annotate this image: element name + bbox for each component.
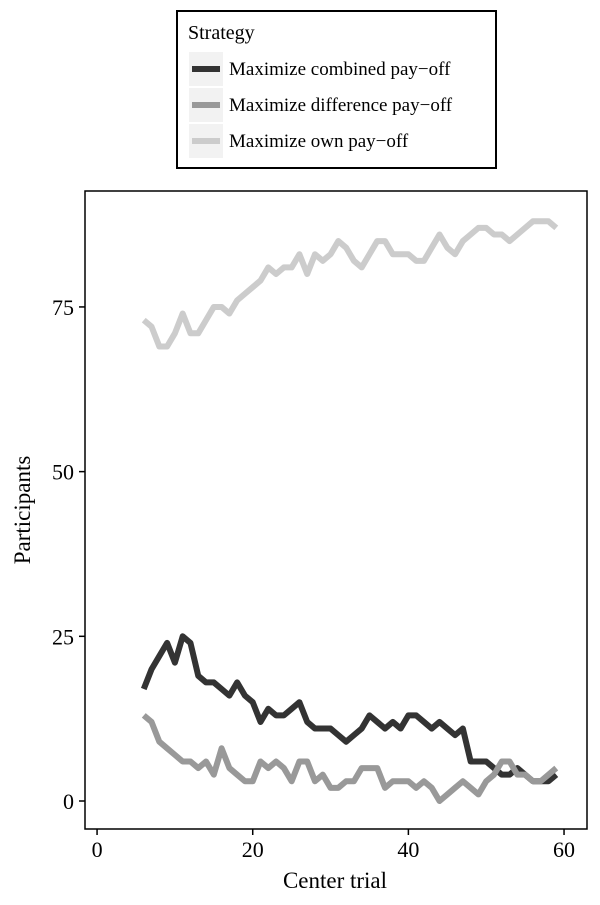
legend-label: Maximize difference pay−off — [229, 95, 453, 116]
x-tick-label: 20 — [242, 837, 264, 862]
y-tick-label: 50 — [52, 460, 74, 485]
series-line — [141, 218, 559, 350]
x-axis-label: Center trial — [283, 868, 387, 893]
legend-label: Maximize combined pay−off — [229, 59, 451, 80]
x-tick-label: 60 — [553, 837, 575, 862]
y-tick-label: 25 — [52, 624, 74, 649]
series-line — [141, 713, 559, 805]
series-line — [140, 633, 559, 785]
plot-frame — [84, 190, 588, 830]
y-tick-label: 0 — [63, 789, 74, 814]
x-tick-label: 0 — [92, 837, 103, 862]
legend-box — [176, 10, 497, 169]
y-tick-label: 75 — [52, 295, 74, 320]
y-axis-label: Participants — [10, 456, 35, 565]
legend-title: Strategy — [188, 22, 255, 44]
legend-label: Maximize own pay−off — [229, 131, 409, 152]
x-tick-label: 40 — [397, 837, 419, 862]
